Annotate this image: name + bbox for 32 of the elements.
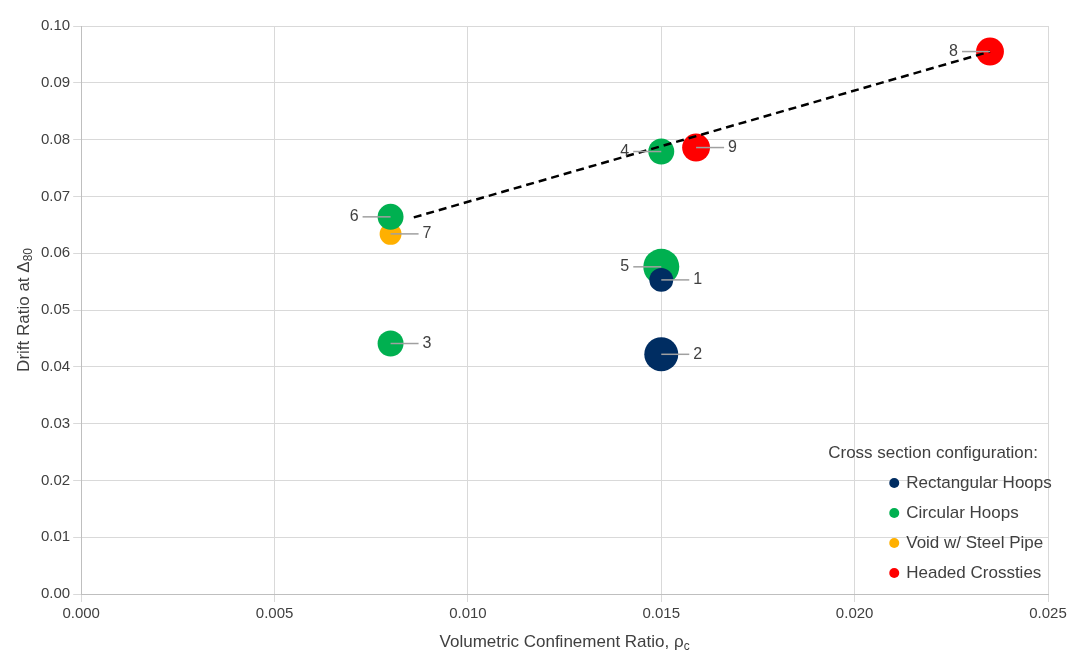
y-axis-title: Drift Ratio at Δ80 xyxy=(13,247,36,372)
y-tick-label: 0.10 xyxy=(40,16,71,34)
y-tick-label: 0.02 xyxy=(40,470,71,488)
annotation: 9 xyxy=(728,137,738,155)
y-tick-label: 0.00 xyxy=(40,584,71,602)
legend-label: Headed Crossties xyxy=(906,562,1042,582)
y-tick-label: 0.08 xyxy=(40,129,71,147)
y-tick-label: 0.05 xyxy=(40,300,71,318)
x-tick-label: 0.015 xyxy=(642,604,681,622)
y-tick-label: 0.06 xyxy=(40,243,71,261)
x-tick-label: 0.000 xyxy=(62,604,100,622)
legend-title: Cross section configuration: xyxy=(828,442,1039,462)
annotation: 8 xyxy=(949,41,959,59)
annotation: 2 xyxy=(693,344,703,362)
x-tick-label: 0.025 xyxy=(1029,604,1067,622)
y-tick-label: 0.04 xyxy=(40,356,71,374)
annotation: 6 xyxy=(349,207,359,225)
annotation: 5 xyxy=(620,257,630,275)
y-tick-label: 0.09 xyxy=(40,72,71,90)
x-tick-label: 0.010 xyxy=(449,604,487,622)
y-tick-label: 0.03 xyxy=(40,413,71,431)
x-tick-label: 0.005 xyxy=(255,604,294,622)
legend-label: Rectangular Hoops xyxy=(906,472,1052,492)
y-tick-label: 0.01 xyxy=(40,527,71,545)
annotation: 3 xyxy=(422,333,432,351)
annotation: 4 xyxy=(620,141,630,159)
legend-label: Void w/ Steel Pipe xyxy=(906,532,1044,552)
annotation: 7 xyxy=(422,224,432,242)
y-tick-label: 0.07 xyxy=(40,186,71,204)
legend-label: Circular Hoops xyxy=(906,502,1019,522)
x-tick-label: 0.020 xyxy=(835,604,874,622)
annotation: 1 xyxy=(693,270,703,288)
